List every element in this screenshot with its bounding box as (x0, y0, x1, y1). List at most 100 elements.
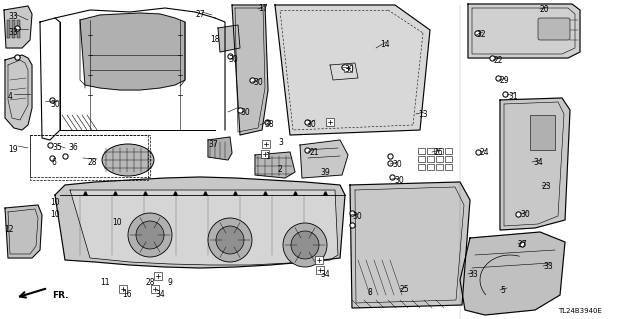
Circle shape (128, 213, 172, 257)
Text: 30: 30 (50, 100, 60, 109)
Text: 1: 1 (265, 152, 269, 161)
Circle shape (283, 223, 327, 267)
FancyBboxPatch shape (538, 18, 570, 40)
Text: 30: 30 (306, 120, 316, 129)
Text: 9: 9 (168, 278, 173, 287)
Text: 30: 30 (240, 108, 250, 117)
Polygon shape (275, 5, 430, 135)
Text: 28: 28 (88, 158, 97, 167)
Polygon shape (5, 55, 32, 130)
Text: TL24B3940E: TL24B3940E (558, 308, 602, 314)
Text: 27: 27 (195, 10, 205, 19)
Text: 8: 8 (368, 288, 372, 297)
Text: 24: 24 (480, 148, 490, 157)
FancyBboxPatch shape (427, 164, 434, 170)
Polygon shape (208, 137, 232, 160)
Text: 28: 28 (145, 278, 154, 287)
FancyBboxPatch shape (436, 164, 443, 170)
Polygon shape (468, 4, 580, 58)
Text: 16: 16 (122, 290, 132, 299)
Text: 33: 33 (8, 12, 18, 21)
Text: 12: 12 (4, 225, 13, 234)
FancyBboxPatch shape (436, 148, 443, 154)
Polygon shape (460, 232, 565, 315)
FancyBboxPatch shape (436, 156, 443, 162)
Polygon shape (300, 140, 348, 178)
FancyBboxPatch shape (427, 156, 434, 162)
Text: 10: 10 (50, 198, 60, 207)
FancyBboxPatch shape (261, 150, 269, 158)
Text: 34: 34 (320, 270, 330, 279)
Ellipse shape (102, 144, 154, 176)
Polygon shape (55, 177, 345, 268)
FancyBboxPatch shape (445, 148, 452, 154)
Text: 31: 31 (508, 92, 518, 101)
Text: 35: 35 (52, 143, 61, 152)
Polygon shape (5, 205, 42, 258)
FancyBboxPatch shape (418, 148, 425, 154)
Text: 30: 30 (228, 55, 237, 64)
Text: 17: 17 (258, 4, 268, 13)
Text: 25: 25 (400, 285, 410, 294)
FancyBboxPatch shape (119, 285, 127, 293)
Circle shape (136, 221, 164, 249)
Polygon shape (80, 13, 185, 90)
Text: 34: 34 (533, 158, 543, 167)
FancyBboxPatch shape (262, 140, 270, 148)
Polygon shape (500, 98, 570, 230)
Text: 33: 33 (543, 262, 553, 271)
Text: FR.: FR. (52, 291, 68, 300)
Text: 27: 27 (518, 240, 527, 249)
Text: 11: 11 (100, 278, 109, 287)
FancyBboxPatch shape (427, 148, 434, 154)
Text: 13: 13 (418, 110, 428, 119)
Polygon shape (218, 25, 240, 52)
Text: 36: 36 (68, 143, 77, 152)
FancyBboxPatch shape (445, 156, 452, 162)
Text: 33: 33 (8, 28, 18, 37)
Polygon shape (255, 152, 295, 178)
Text: 38: 38 (264, 120, 274, 129)
Text: 21: 21 (310, 148, 319, 157)
Polygon shape (350, 182, 470, 308)
Text: 6: 6 (52, 158, 57, 167)
Text: 5: 5 (500, 286, 505, 295)
Text: 39: 39 (320, 168, 330, 177)
FancyBboxPatch shape (7, 20, 10, 38)
FancyBboxPatch shape (315, 256, 323, 264)
Circle shape (216, 226, 244, 254)
FancyBboxPatch shape (12, 20, 15, 38)
Text: 3: 3 (278, 138, 283, 147)
Text: 37: 37 (208, 140, 218, 149)
FancyBboxPatch shape (154, 272, 162, 280)
Text: 18: 18 (210, 35, 220, 44)
Text: 30: 30 (352, 212, 362, 221)
Text: 14: 14 (380, 40, 390, 49)
FancyBboxPatch shape (326, 118, 334, 126)
FancyBboxPatch shape (418, 164, 425, 170)
Circle shape (208, 218, 252, 262)
FancyBboxPatch shape (151, 285, 159, 293)
FancyBboxPatch shape (445, 164, 452, 170)
Text: 29: 29 (499, 76, 509, 85)
Text: 20: 20 (540, 5, 550, 14)
Circle shape (291, 231, 319, 259)
Polygon shape (4, 6, 32, 48)
Text: 30: 30 (253, 78, 263, 87)
Polygon shape (70, 190, 338, 265)
Text: 34: 34 (155, 290, 164, 299)
Text: 26: 26 (434, 148, 444, 157)
Text: 30: 30 (392, 160, 402, 169)
Text: 23: 23 (542, 182, 552, 191)
Text: 10: 10 (50, 210, 60, 219)
FancyBboxPatch shape (418, 156, 425, 162)
Text: 32: 32 (476, 30, 486, 39)
Text: 30: 30 (520, 210, 530, 219)
FancyBboxPatch shape (316, 266, 324, 274)
Text: 2: 2 (278, 165, 283, 174)
Text: 10: 10 (112, 218, 122, 227)
Text: 30: 30 (394, 176, 404, 185)
FancyBboxPatch shape (530, 115, 555, 150)
Polygon shape (232, 5, 268, 135)
Text: 4: 4 (8, 92, 13, 101)
